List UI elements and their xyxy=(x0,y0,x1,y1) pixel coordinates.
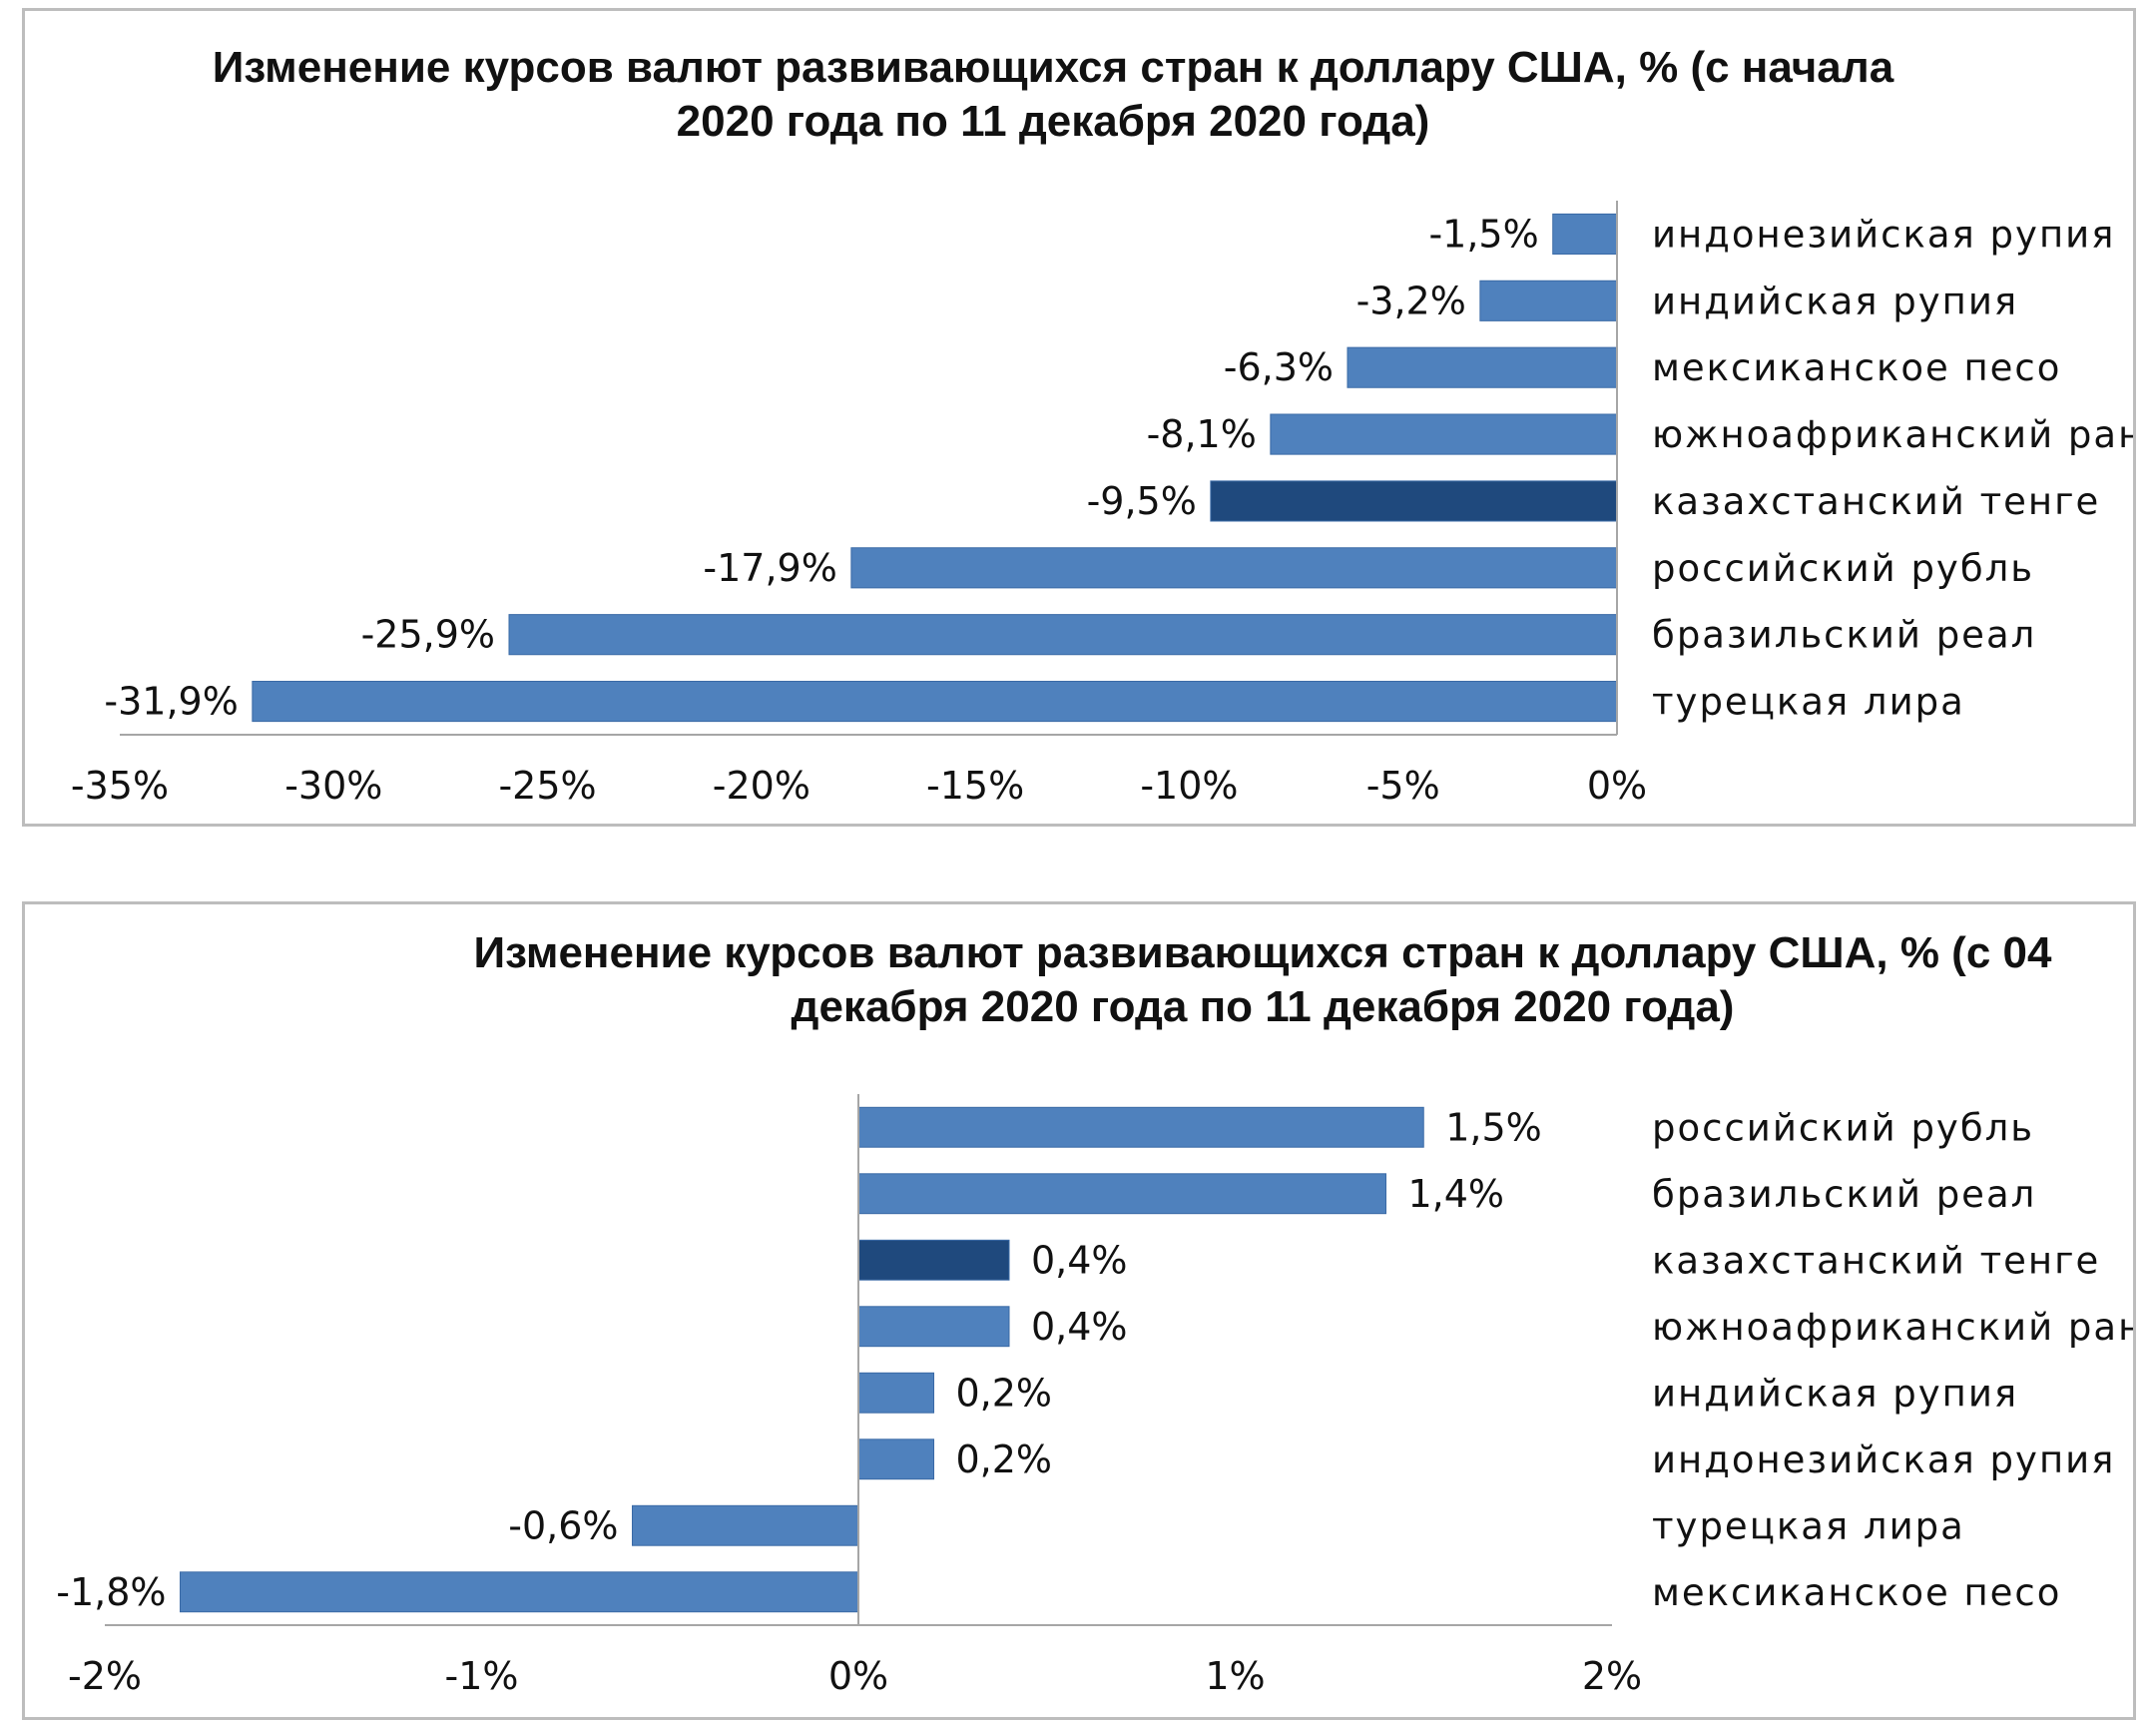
data-label: -31,9% xyxy=(104,680,238,724)
bar xyxy=(1270,413,1618,455)
bar xyxy=(252,681,1618,723)
x-tick-label: -25% xyxy=(498,764,596,808)
x-tick-label: -5% xyxy=(1366,764,1440,808)
x-tick-label: 0% xyxy=(1587,764,1647,808)
chart-title: Изменение курсов валют развивающихся стр… xyxy=(473,928,2052,1031)
data-label: 1,5% xyxy=(1445,1105,1542,1149)
category-label: казахстанский тенге xyxy=(1652,480,2100,523)
data-label: -9,5% xyxy=(1087,479,1197,523)
category-label: бразильский реал xyxy=(1652,614,2036,657)
bar xyxy=(857,1372,934,1414)
bar-chart-ytd: -1,5% индонезийская рупия -3,2% индийская р… xyxy=(71,201,2133,808)
x-tick-label: 2% xyxy=(1582,1654,1642,1698)
chart-panel-ytd: Изменение курсов валют развивающихся стр… xyxy=(22,8,2136,827)
data-label: -6,3% xyxy=(1224,345,1334,389)
chart-title: Изменение курсов валют развивающихся стр… xyxy=(212,43,1894,146)
x-tick-label: -20% xyxy=(713,764,810,808)
category-label: южноафриканский ранд xyxy=(1652,1306,2133,1349)
bar xyxy=(850,547,1618,589)
x-tick-label: -2% xyxy=(68,1654,142,1698)
data-label: 0,4% xyxy=(1031,1238,1128,1282)
bar xyxy=(1347,346,1618,388)
data-label: 1,4% xyxy=(1408,1172,1505,1216)
bar-chart-week: 1,5% российский рубль 1,4% бразильский реал… xyxy=(56,1094,2133,1698)
bar xyxy=(180,1571,859,1613)
category-label: индонезийская рупия xyxy=(1652,1438,2115,1481)
x-tick-label: -15% xyxy=(926,764,1024,808)
bar xyxy=(857,1173,1386,1215)
bar xyxy=(508,614,1618,656)
bar xyxy=(857,1306,1010,1348)
data-label: -1,5% xyxy=(1428,212,1538,256)
category-label: индийская рупия xyxy=(1652,1372,2018,1415)
x-tick-label: 0% xyxy=(828,1654,888,1698)
data-label: 0,2% xyxy=(956,1438,1053,1481)
x-tick-label: 1% xyxy=(1205,1654,1265,1698)
category-label: индонезийская рупия xyxy=(1652,213,2115,256)
data-label: -1,8% xyxy=(56,1570,166,1614)
category-label: турецкая лира xyxy=(1652,681,1965,724)
data-label: 0,4% xyxy=(1031,1305,1128,1349)
category-label: российский рубль xyxy=(1652,1106,2034,1149)
bar xyxy=(1552,213,1618,255)
bar xyxy=(632,1504,859,1546)
x-tick-label: -10% xyxy=(1140,764,1238,808)
x-tick-label: -35% xyxy=(71,764,169,808)
chart-panel-week: Изменение курсов валют развивающихся стр… xyxy=(22,901,2136,1720)
bar xyxy=(857,1239,1010,1281)
category-label: южноафриканский ранд xyxy=(1652,413,2133,456)
category-label: российский рубль xyxy=(1652,547,2034,590)
data-label: -3,2% xyxy=(1356,279,1466,322)
category-label: бразильский реал xyxy=(1652,1173,2036,1216)
bar xyxy=(857,1106,1424,1148)
data-label: -8,1% xyxy=(1147,412,1257,456)
category-label: мексиканское песо xyxy=(1652,1571,2061,1614)
x-tick-label: -1% xyxy=(445,1654,519,1698)
category-label: индийская рупия xyxy=(1652,280,2018,322)
bar xyxy=(1210,480,1618,522)
category-label: турецкая лира xyxy=(1652,1504,1965,1547)
bar xyxy=(1479,280,1618,321)
data-label: -25,9% xyxy=(361,613,495,657)
category-label: мексиканское песо xyxy=(1652,346,2061,389)
data-label: -0,6% xyxy=(508,1503,618,1547)
data-label: 0,2% xyxy=(956,1371,1053,1415)
bar xyxy=(857,1438,934,1480)
x-tick-label: -30% xyxy=(284,764,382,808)
data-label: -17,9% xyxy=(703,546,836,590)
category-label: казахстанский тенге xyxy=(1652,1239,2100,1282)
